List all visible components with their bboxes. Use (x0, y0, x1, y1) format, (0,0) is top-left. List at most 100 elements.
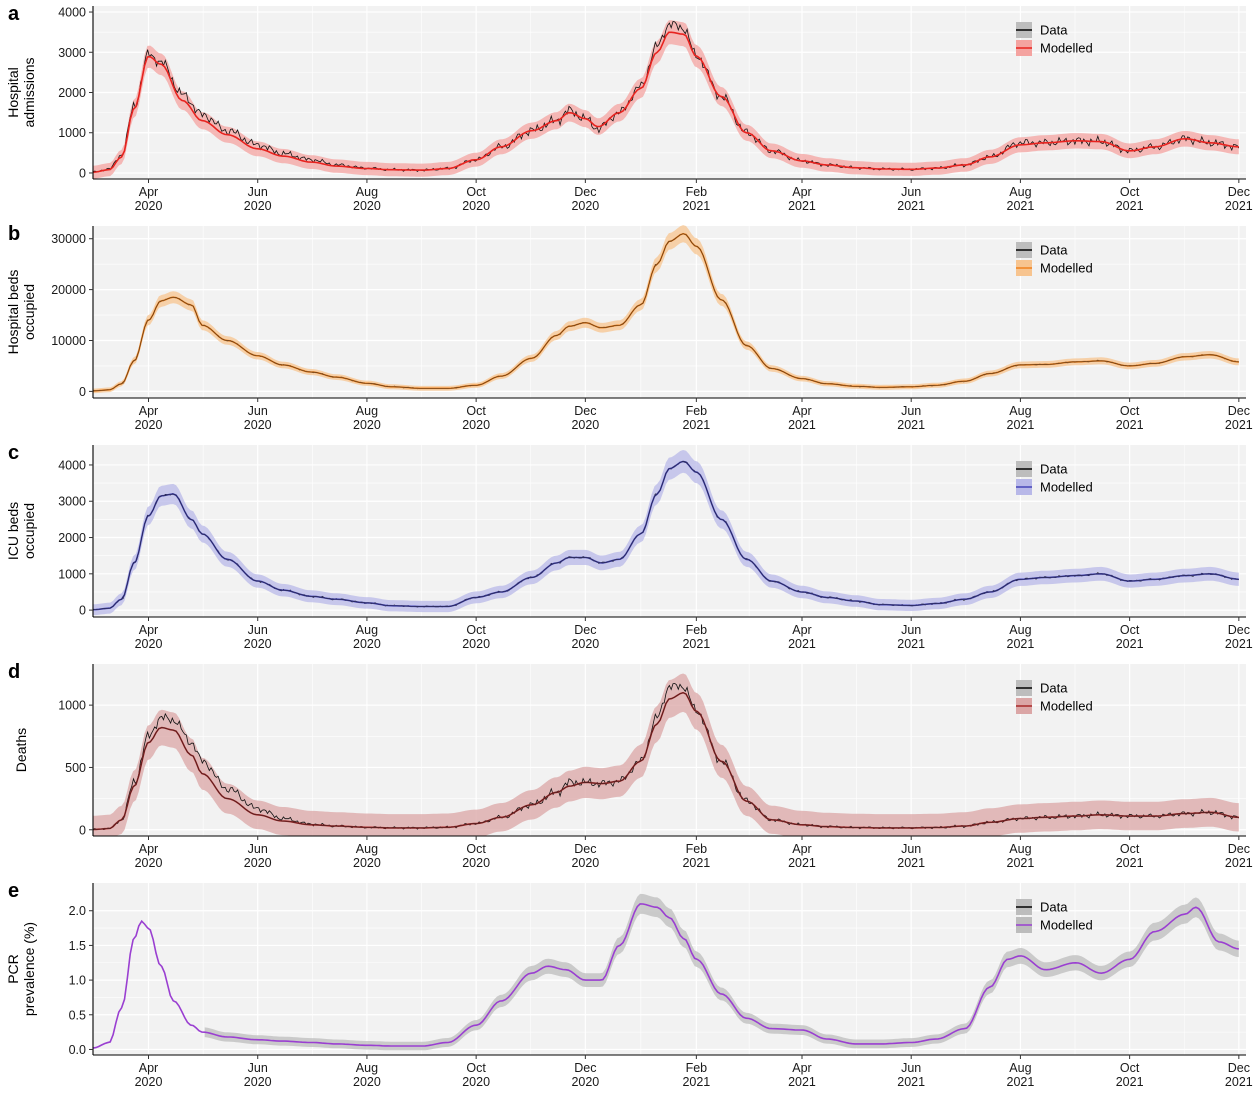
x-tick-label-year: 2021 (1116, 1075, 1144, 1089)
x-tick-label-year: 2021 (897, 637, 925, 651)
y-tick-label: 0 (79, 385, 86, 399)
x-tick-label-year: 2021 (1225, 856, 1253, 870)
y-axis-label: Hospital beds (5, 270, 21, 355)
y-tick-label: 500 (65, 761, 86, 775)
y-tick-label: 1.0 (69, 974, 86, 988)
x-tick-label-month: Oct (1120, 623, 1140, 637)
y-tick-label: 1000 (58, 567, 86, 581)
x-tick-label-year: 2021 (1116, 856, 1144, 870)
x-tick-label-year: 2020 (571, 199, 599, 213)
x-tick-label-month: Aug (1009, 1061, 1031, 1075)
x-tick-label-year: 2020 (462, 199, 490, 213)
x-tick-label-month: Dec (1228, 404, 1250, 418)
panel-letter: a (8, 3, 20, 25)
x-tick-label-year: 2020 (135, 856, 163, 870)
y-tick-label: 4000 (58, 6, 86, 20)
x-tick-label-month: Dec (574, 1061, 596, 1075)
y-tick-label: 0.5 (69, 1008, 86, 1022)
y-tick-label: 2.0 (69, 904, 86, 918)
modelled-line (92, 903, 1239, 1049)
y-tick-label: 0.0 (69, 1043, 86, 1057)
x-tick-label-year: 2020 (244, 856, 272, 870)
data-line-overlay (92, 692, 1239, 830)
x-tick-label-year: 2021 (788, 418, 816, 432)
x-tick-label-month: Apr (139, 842, 158, 856)
x-tick-label-year: 2021 (788, 1075, 816, 1089)
x-tick-label-year: 2020 (571, 1075, 599, 1089)
y-axis-label: ICU beds (5, 502, 21, 560)
x-tick-label-year: 2020 (353, 418, 381, 432)
y-tick-label: 2000 (58, 86, 86, 100)
x-tick-label-month: Apr (792, 842, 811, 856)
x-tick-label-month: Oct (466, 185, 486, 199)
x-tick-label-year: 2020 (135, 199, 163, 213)
x-tick-label-year: 2020 (135, 418, 163, 432)
panel-letter: d (8, 661, 20, 683)
x-tick-label-year: 2020 (462, 418, 490, 432)
x-tick-label-year: 2021 (682, 1075, 710, 1089)
x-tick-label-year: 2020 (135, 637, 163, 651)
x-tick-label-year: 2021 (682, 637, 710, 651)
x-tick-label-month: Dec (1228, 185, 1250, 199)
x-tick-label-year: 2020 (571, 637, 599, 651)
x-tick-label-year: 2020 (571, 856, 599, 870)
y-tick-label: 0 (79, 823, 86, 837)
modelled-line (92, 31, 1239, 173)
x-tick-label-month: Aug (356, 623, 378, 637)
x-tick-label-year: 2020 (244, 1075, 272, 1089)
x-tick-label-month: Aug (1009, 842, 1031, 856)
y-axis-label: occupied (21, 503, 37, 559)
y-axis-label: Deaths (13, 728, 29, 772)
x-tick-label-year: 2021 (897, 418, 925, 432)
x-tick-label-month: Oct (1120, 185, 1140, 199)
legend-label: Data (1040, 23, 1068, 38)
x-tick-label-year: 2021 (1225, 199, 1253, 213)
x-tick-label-year: 2021 (682, 418, 710, 432)
x-tick-label-year: 2021 (1225, 418, 1253, 432)
x-tick-label-year: 2020 (353, 1075, 381, 1089)
y-tick-label: 20000 (51, 283, 86, 297)
x-tick-label-year: 2020 (244, 418, 272, 432)
y-tick-label: 4000 (58, 458, 86, 472)
legend-label: Modelled (1040, 699, 1093, 714)
y-tick-label: 1000 (58, 126, 86, 140)
x-tick-label-month: Jun (901, 185, 921, 199)
x-tick-label-year: 2021 (897, 856, 925, 870)
legend-label: Modelled (1040, 41, 1093, 56)
panel-c: 01000200030004000Apr2020Jun2020Aug2020Oc… (5, 442, 1253, 651)
x-tick-label-year: 2020 (353, 637, 381, 651)
x-tick-label-year: 2020 (244, 199, 272, 213)
legend-label: Modelled (1040, 261, 1093, 276)
x-tick-label-month: Dec (1228, 623, 1250, 637)
panel-b: 0100002000030000Apr2020Jun2020Aug2020Oct… (5, 223, 1253, 432)
panel-letter: b (8, 223, 20, 245)
panel-letter: e (8, 880, 19, 902)
x-tick-label-year: 2020 (462, 856, 490, 870)
x-tick-label-month: Jun (901, 1061, 921, 1075)
x-tick-label-year: 2021 (788, 637, 816, 651)
x-tick-label-month: Apr (139, 1061, 158, 1075)
y-axis-label: occupied (21, 284, 37, 340)
x-tick-label-month: Aug (1009, 185, 1031, 199)
x-tick-label-month: Apr (792, 404, 811, 418)
x-tick-label-month: Apr (792, 185, 811, 199)
x-tick-label-month: Aug (356, 404, 378, 418)
x-tick-label-year: 2020 (462, 1075, 490, 1089)
x-tick-label-month: Jun (248, 404, 268, 418)
y-tick-label: 0 (79, 604, 86, 618)
x-tick-label-year: 2021 (1007, 418, 1035, 432)
x-tick-label-year: 2020 (135, 1075, 163, 1089)
y-tick-label: 1.5 (69, 939, 86, 953)
y-axis-label: admissions (21, 57, 37, 127)
x-tick-label-month: Oct (466, 623, 486, 637)
x-tick-label-month: Oct (1120, 842, 1140, 856)
x-tick-label-year: 2021 (1007, 1075, 1035, 1089)
y-tick-label: 0 (79, 166, 86, 180)
x-tick-label-year: 2021 (1116, 199, 1144, 213)
x-tick-label-month: Oct (1120, 1061, 1140, 1075)
plot-background (93, 226, 1246, 398)
x-tick-label-year: 2021 (1007, 856, 1035, 870)
x-tick-label-month: Aug (1009, 404, 1031, 418)
y-axis-label: prevalence (%) (21, 922, 37, 1016)
